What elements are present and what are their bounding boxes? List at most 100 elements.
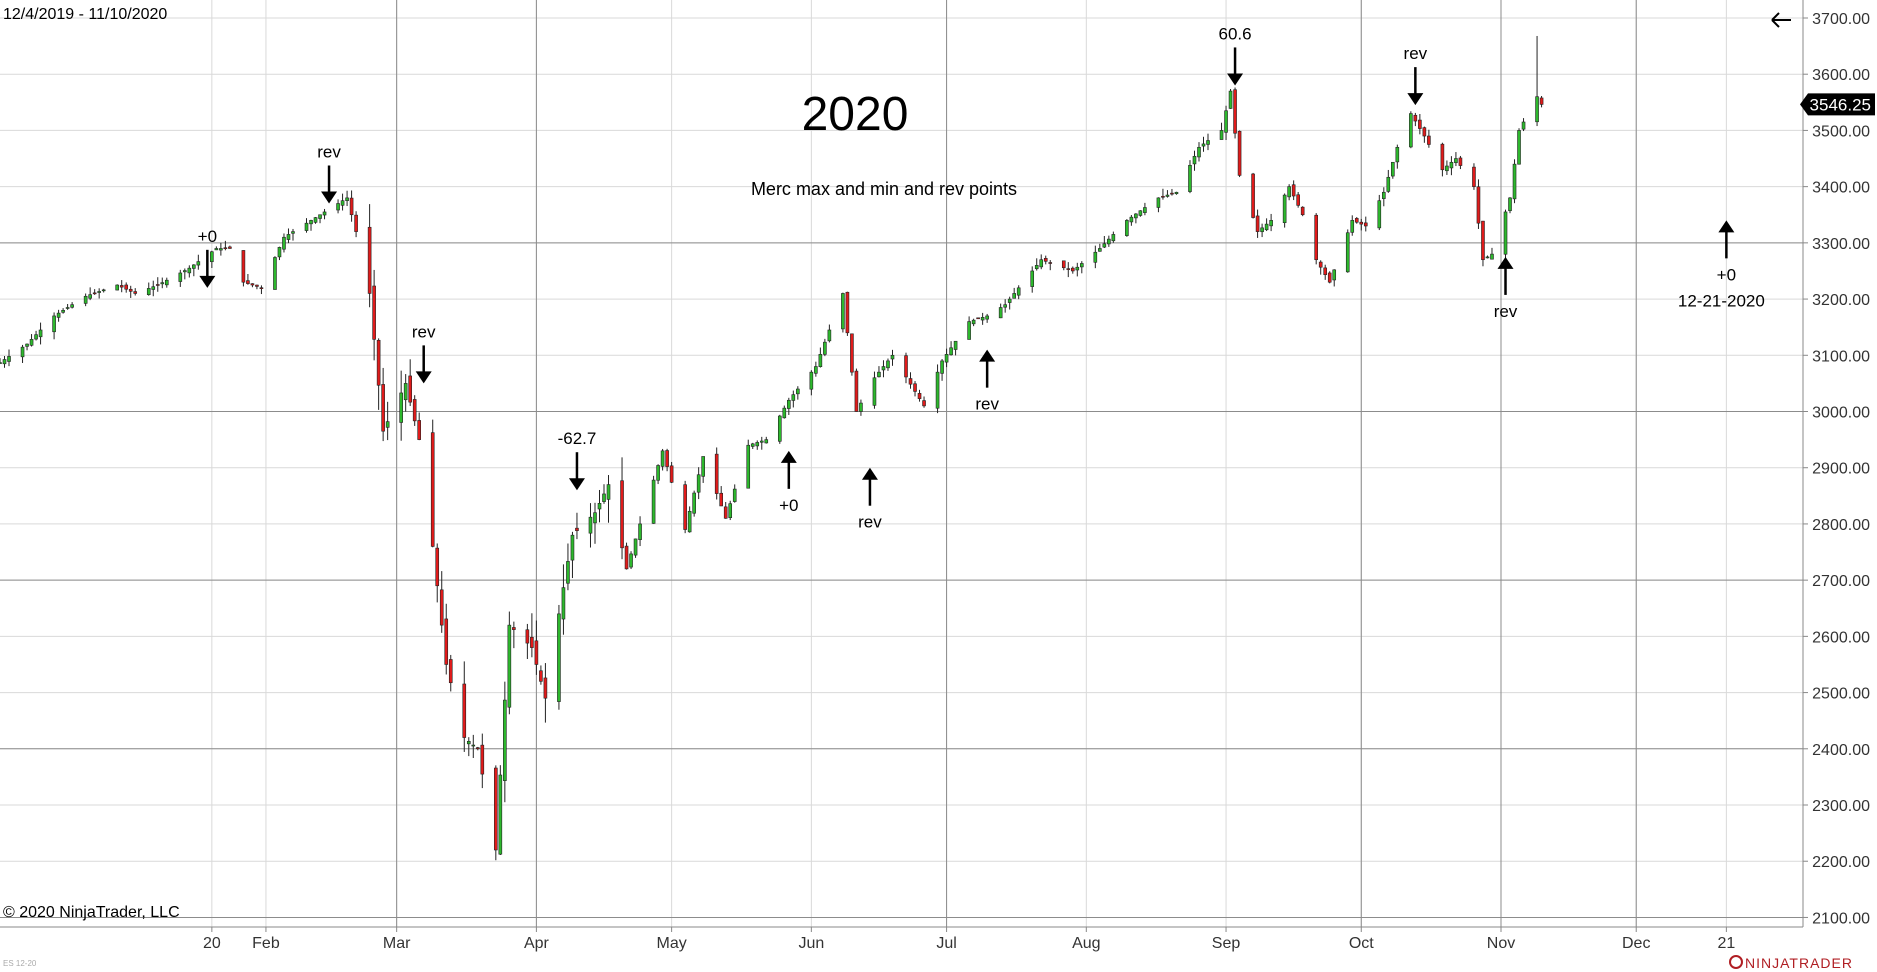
candle-down (349, 197, 354, 216)
candle-up (985, 315, 989, 320)
x-tick-label: Dec (1622, 935, 1650, 952)
candle-up (498, 774, 503, 855)
candle-up (286, 234, 291, 240)
candle-up (1192, 155, 1197, 165)
candle-up (814, 366, 818, 374)
candle-down (246, 280, 250, 284)
down-arrow-icon (321, 191, 338, 204)
candle-up (403, 383, 408, 401)
candle-up (890, 354, 895, 360)
candle-down (228, 246, 232, 249)
candle-up (1016, 287, 1021, 296)
candle-up (1111, 234, 1116, 242)
x-tick-label: Apr (524, 935, 550, 952)
annotation-label: +0 (198, 227, 217, 246)
candle-up (1188, 164, 1192, 192)
candle-up (809, 371, 814, 390)
x-tick-label: May (657, 935, 687, 952)
y-tick-label: 3500.00 (1812, 123, 1870, 140)
candle-down (1043, 258, 1048, 262)
candle-up (1535, 96, 1539, 123)
y-tick-label: 2900.00 (1812, 461, 1870, 478)
candle-down (512, 627, 516, 630)
candle-down (430, 432, 435, 547)
y-tick-label: 2200.00 (1812, 854, 1870, 871)
candle-up (1080, 263, 1084, 268)
annotation-label: -62.7 (558, 429, 597, 448)
candle-up (345, 197, 349, 201)
x-tick-label: Nov (1487, 935, 1515, 952)
candle-up (638, 523, 642, 540)
annotation-label: rev (1404, 44, 1428, 63)
candle-up (1260, 227, 1264, 233)
candle-up (1034, 265, 1039, 270)
candle-up (823, 341, 827, 355)
up-arrow-icon (1497, 256, 1514, 269)
candle-down (259, 287, 264, 289)
candle-down (714, 453, 719, 494)
candle-down (1354, 218, 1359, 223)
candle-down (1422, 127, 1427, 137)
candle-up (1377, 200, 1382, 229)
candle-up (29, 339, 34, 346)
candle-down (1418, 119, 1422, 129)
candle-up (656, 465, 660, 481)
candle-down (372, 285, 376, 340)
y-tick-label: 2600.00 (1812, 629, 1870, 646)
x-tick-label: Sep (1212, 935, 1241, 952)
candle-down (444, 618, 449, 665)
candle-up (755, 442, 760, 447)
chart-title: 2020 (802, 88, 909, 141)
candle-up (1012, 293, 1016, 299)
candle-down (1359, 221, 1364, 225)
candle-up (146, 288, 151, 295)
candle-down (539, 670, 543, 682)
candle-up (935, 371, 940, 409)
y-tick-label: 2800.00 (1812, 517, 1870, 534)
copyright-text: © 2020 NinjaTrader, LLC (3, 904, 180, 921)
candle-down (133, 291, 138, 294)
candle-down (543, 677, 548, 699)
candle-up (313, 217, 318, 223)
x-tick-label: Jul (936, 935, 956, 952)
candle-up (309, 220, 313, 225)
axes (0, 0, 1804, 928)
candle-down (1539, 97, 1544, 105)
candle-up (872, 377, 877, 406)
candle-down (435, 547, 440, 587)
candle-down (624, 545, 629, 570)
candle-up (1485, 256, 1490, 259)
candle-down (448, 659, 453, 684)
candle-up (566, 561, 570, 584)
candle-down (480, 744, 485, 775)
annotation-label: rev (317, 143, 341, 162)
y-tick-label: 2700.00 (1812, 573, 1870, 590)
y-tick-label: 2300.00 (1812, 798, 1870, 815)
candle-up (7, 356, 11, 362)
candle-down (1255, 215, 1260, 232)
up-arrow-icon (1718, 220, 1735, 233)
candle-up (304, 222, 309, 231)
candle-up (1007, 298, 1012, 303)
candle-down (922, 400, 926, 407)
ninjatrader-logo: NINJATRADER (1729, 955, 1852, 971)
candle-down (1314, 214, 1318, 261)
candle-up (746, 444, 751, 489)
candle-up (777, 415, 782, 442)
candle-down (462, 683, 467, 738)
candle-up (660, 450, 665, 467)
back-arrow-button[interactable] (1764, 6, 1794, 32)
x-tick-label: 20 (203, 935, 221, 952)
candle-up (2, 359, 7, 365)
candle-down (1237, 130, 1242, 176)
candle-up (1287, 186, 1291, 198)
candle-down (1300, 206, 1305, 216)
candle-up (83, 295, 88, 304)
candle-up (696, 474, 701, 493)
y-tick-label: 3200.00 (1812, 292, 1870, 309)
annotation-label: rev (1494, 302, 1518, 321)
candle-down (525, 629, 530, 644)
candle-up (399, 392, 403, 423)
candle-up (886, 360, 890, 369)
candle-up (192, 264, 196, 269)
